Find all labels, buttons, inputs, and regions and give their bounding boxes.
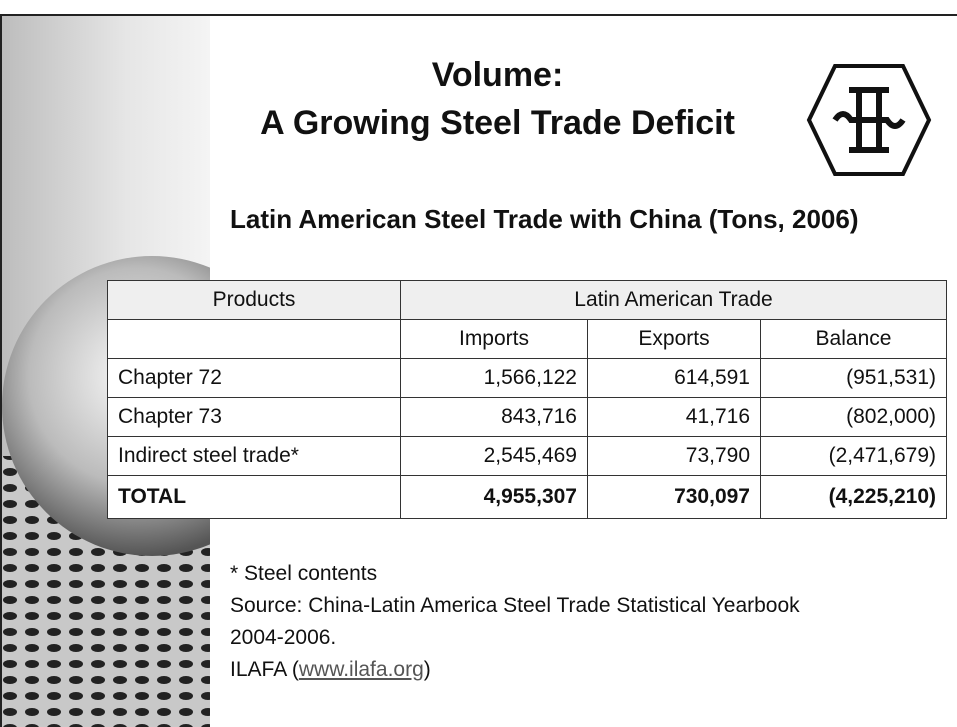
label-cell: Chapter 73 (107, 397, 401, 437)
header-cell: Exports (587, 319, 761, 359)
number-cell: 730,097 (587, 475, 761, 519)
table-row: Indirect steel trade* 2,545,469 73,790 (2,4… (107, 436, 947, 476)
table-row: TOTAL 4,955,307 730,097 (4,225,210) (107, 475, 947, 519)
table-row: Chapter 72 1,566,122 614,591 (951,531) (107, 358, 947, 398)
border (0, 14, 957, 16)
label-cell: TOTAL (107, 475, 401, 519)
label-cell: Indirect steel trade* (107, 436, 401, 476)
table-row: Chapter 73 843,716 41,716 (802,000) (107, 397, 947, 437)
number-cell: 41,716 (587, 397, 761, 437)
credit: ILAFA (www.ilafa.org) (230, 658, 431, 682)
trade-table: Products Latin American Trade Imports Ex… (107, 280, 947, 519)
number-cell: (2,471,679) (760, 436, 947, 476)
credit-text: ) (423, 658, 431, 681)
number-cell: 1,566,122 (400, 358, 588, 398)
header-cell: Products (107, 280, 401, 320)
subtitle: Latin American Steel Trade with China (T… (230, 204, 859, 234)
label-cell: Chapter 72 (107, 358, 401, 398)
link[interactable]: www.ilafa.org (298, 658, 424, 681)
title: Volume: (431, 56, 564, 94)
number-cell: 73,790 (587, 436, 761, 476)
footnote: * Steel contents (230, 562, 378, 585)
number-cell: 614,591 (587, 358, 761, 398)
logo (806, 64, 932, 176)
number-cell: 2,545,469 (400, 436, 588, 476)
number-cell: (4,225,210) (760, 475, 947, 519)
credit-text: ILAFA ( (230, 658, 299, 681)
source: 2004-2006. (230, 626, 337, 649)
header-cell (107, 319, 401, 359)
header-cell: Latin American Trade (400, 280, 947, 320)
number-cell: (802,000) (760, 397, 947, 437)
number-cell: (951,531) (760, 358, 947, 398)
number-cell: 4,955,307 (400, 475, 588, 519)
header-cell: Imports (400, 319, 588, 359)
source: Source: China-Latin America Steel Trade … (230, 594, 800, 617)
title: A Growing Steel Trade Deficit (260, 104, 735, 142)
border (0, 14, 2, 727)
header-cell: Balance (760, 319, 947, 359)
number-cell: 843,716 (400, 397, 588, 437)
